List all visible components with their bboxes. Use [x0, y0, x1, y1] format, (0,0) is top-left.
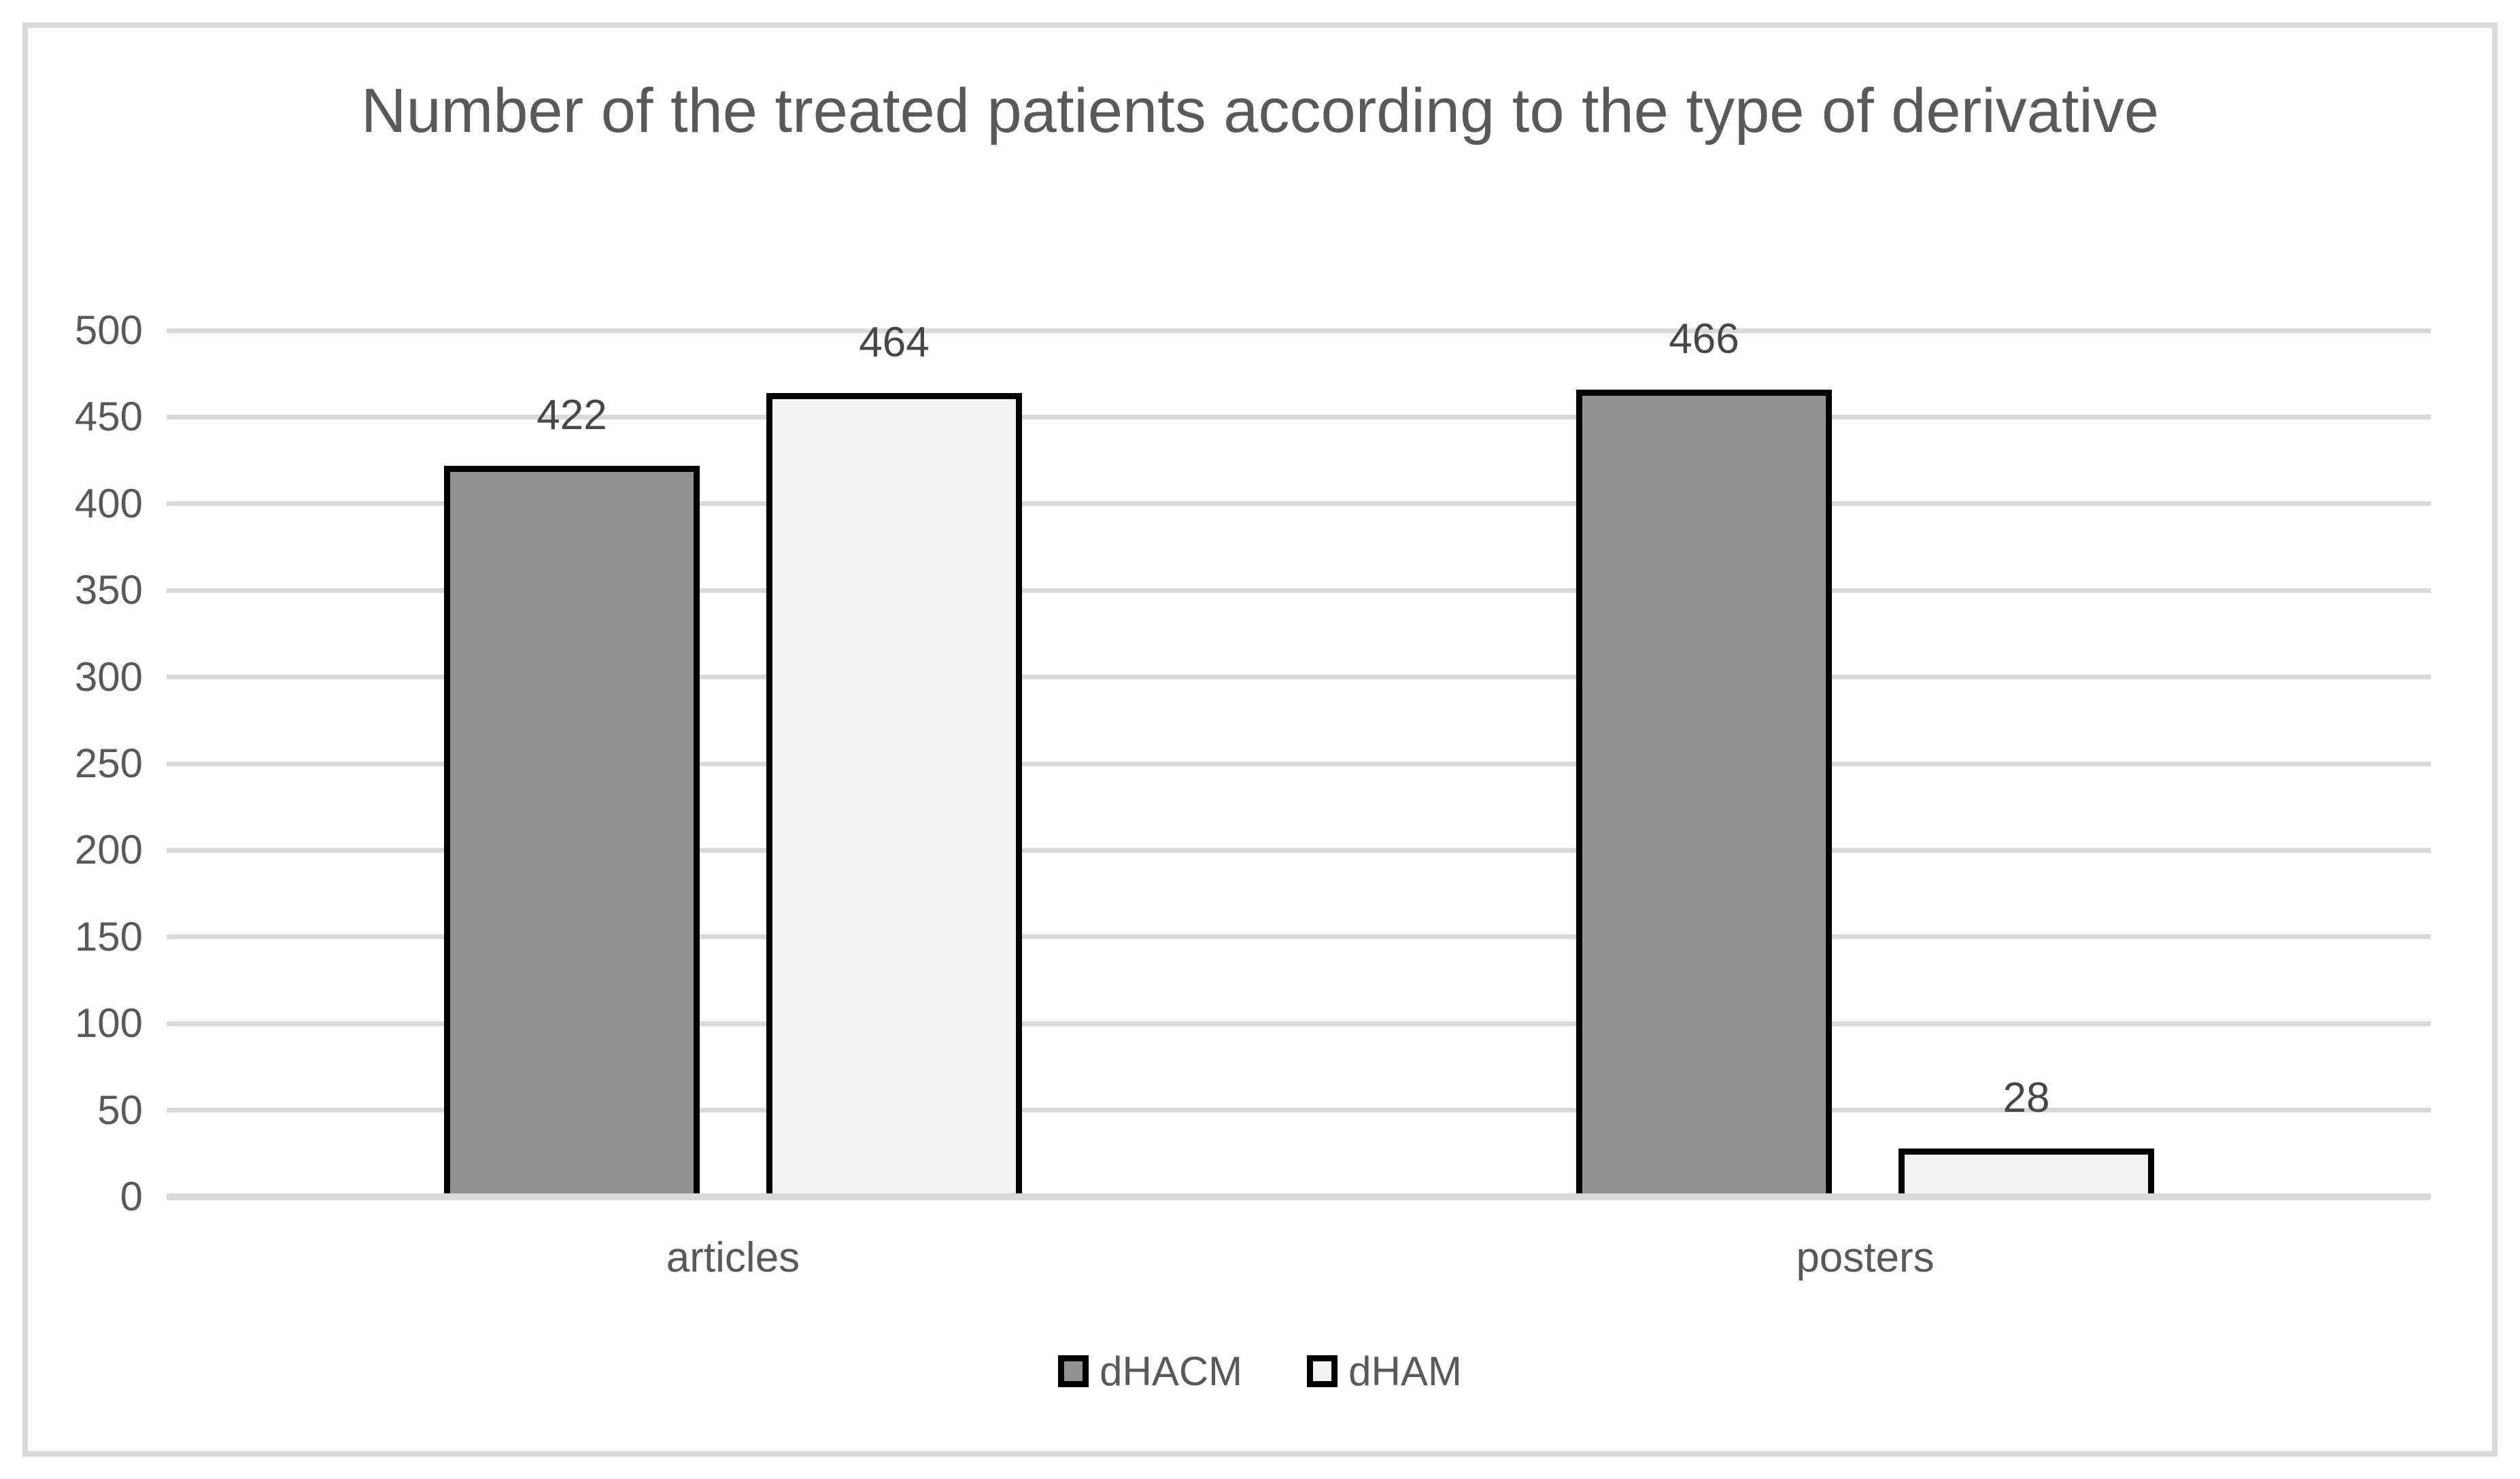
gridline-300 — [167, 675, 2431, 679]
y-axis-tick-label: 100 — [74, 1000, 143, 1046]
y-axis-tick-label: 250 — [74, 741, 143, 786]
bar-dHAM-posters — [1898, 1149, 2154, 1193]
gridline-500 — [167, 328, 2431, 333]
legend-swatch-dHACM — [1058, 1355, 1089, 1387]
gridline-50 — [167, 1108, 2431, 1112]
chart-legend: dHACM dHAM — [0, 1348, 2520, 1395]
y-axis-tick-label: 0 — [120, 1174, 143, 1219]
x-axis-category-label: articles — [666, 1234, 800, 1281]
bar-dHACM-posters — [1576, 390, 1832, 1193]
y-axis-tick-label: 200 — [74, 827, 143, 872]
chart-outer-frame — [22, 22, 2498, 1457]
bar-value-label: 422 — [537, 392, 607, 439]
bar-value-label: 464 — [859, 319, 930, 366]
bar-dHACM-articles — [444, 466, 700, 1193]
legend-swatch-dHAM — [1307, 1355, 1338, 1387]
bar-dHAM-articles — [766, 393, 1022, 1193]
bar-value-label: 466 — [1669, 316, 1739, 362]
gridline-100 — [167, 1021, 2431, 1026]
y-axis-tick-label: 450 — [74, 394, 143, 439]
legend-item-dHACM: dHACM — [1058, 1348, 1242, 1395]
gridline-450 — [167, 415, 2431, 420]
gridline-400 — [167, 501, 2431, 506]
bar-value-label: 28 — [2003, 1074, 2050, 1121]
gridline-150 — [167, 934, 2431, 939]
y-axis-tick-label: 500 — [74, 307, 143, 353]
y-axis-tick-label: 150 — [74, 914, 143, 959]
chart-title: Number of the treated patients according… — [361, 76, 2159, 146]
gridline-200 — [167, 848, 2431, 853]
x-axis-category-label: posters — [1796, 1234, 1935, 1281]
y-axis-tick-label: 300 — [74, 654, 143, 700]
gridline-250 — [167, 762, 2431, 766]
x-axis-line — [167, 1193, 2431, 1200]
y-axis-tick-label: 400 — [74, 481, 143, 526]
gridline-350 — [167, 588, 2431, 593]
legend-item-dHAM: dHAM — [1307, 1348, 1462, 1395]
y-axis-tick-label: 50 — [97, 1087, 143, 1133]
legend-label: dHACM — [1100, 1348, 1243, 1394]
y-axis-tick-label: 350 — [74, 567, 143, 613]
legend-label: dHAM — [1348, 1348, 1462, 1394]
